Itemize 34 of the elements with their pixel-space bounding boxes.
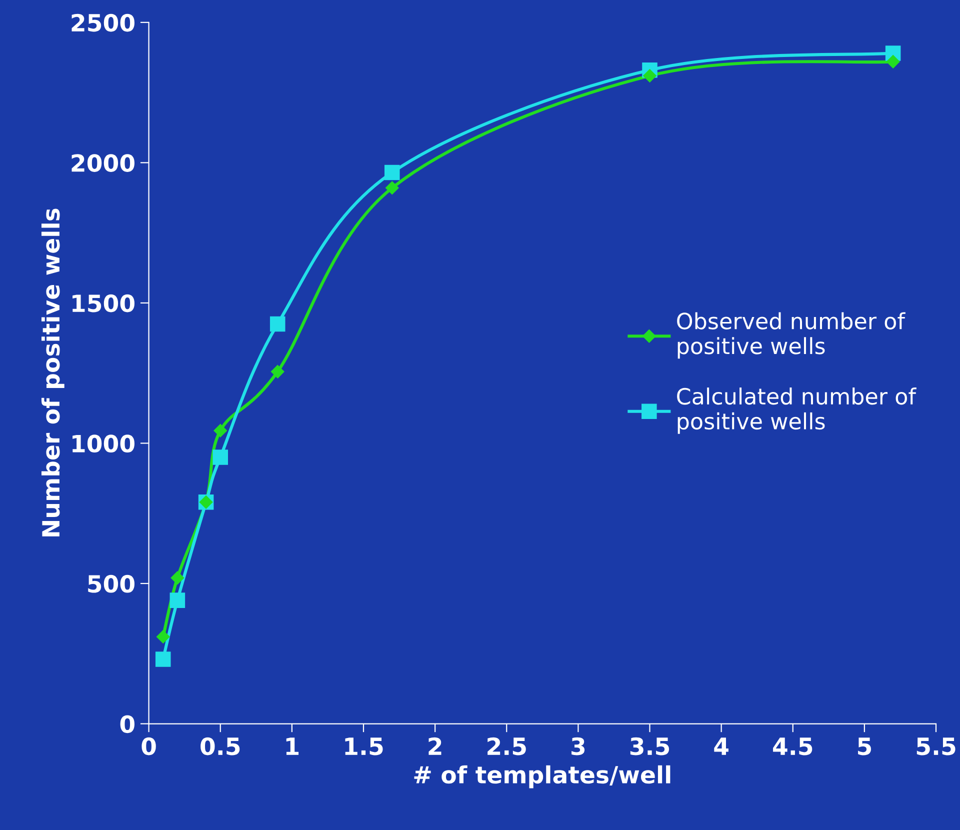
- x-tick-label: 3: [572, 737, 585, 756]
- y-tick-label: 1000: [72, 434, 134, 453]
- point: [156, 630, 170, 644]
- y-tick-label: 2000: [72, 154, 134, 172]
- point: [214, 424, 227, 438]
- x-tick-label: 5: [858, 738, 871, 756]
- point: [384, 164, 400, 180]
- x-tick-label: 2.5: [488, 737, 526, 756]
- y-axis-title: Number of positive wells: [41, 208, 64, 536]
- legend-label: Calculated number of positive wells: [677, 388, 916, 434]
- x-tick-label: 4.5: [773, 738, 812, 756]
- legend-label: Observed number of positive wells: [677, 312, 906, 359]
- point: [270, 316, 286, 332]
- point: [386, 181, 399, 195]
- point: [271, 365, 284, 378]
- x-tick-label: 3.5: [630, 737, 670, 756]
- y-tick-label: 2500: [72, 14, 134, 32]
- y-tick-label: 500: [88, 574, 134, 593]
- x-tick-label: 5.5: [916, 738, 956, 756]
- point: [170, 571, 184, 584]
- point: [886, 55, 900, 68]
- point: [155, 652, 171, 667]
- x-tick-label: 4: [714, 738, 728, 755]
- x-axis-title: # of templates/well: [414, 765, 670, 788]
- x-tick-label: 0.5: [200, 737, 240, 756]
- x-tick-label: 0: [142, 737, 156, 756]
- x-tick-label: 1: [286, 738, 299, 755]
- point: [170, 592, 186, 608]
- point: [643, 69, 656, 82]
- point: [212, 450, 228, 465]
- y-tick-label: 0: [120, 715, 134, 734]
- x-tick-label: 2: [428, 737, 442, 755]
- x-tick-label: 1.5: [345, 738, 383, 756]
- y-tick-label: 1500: [72, 294, 134, 312]
